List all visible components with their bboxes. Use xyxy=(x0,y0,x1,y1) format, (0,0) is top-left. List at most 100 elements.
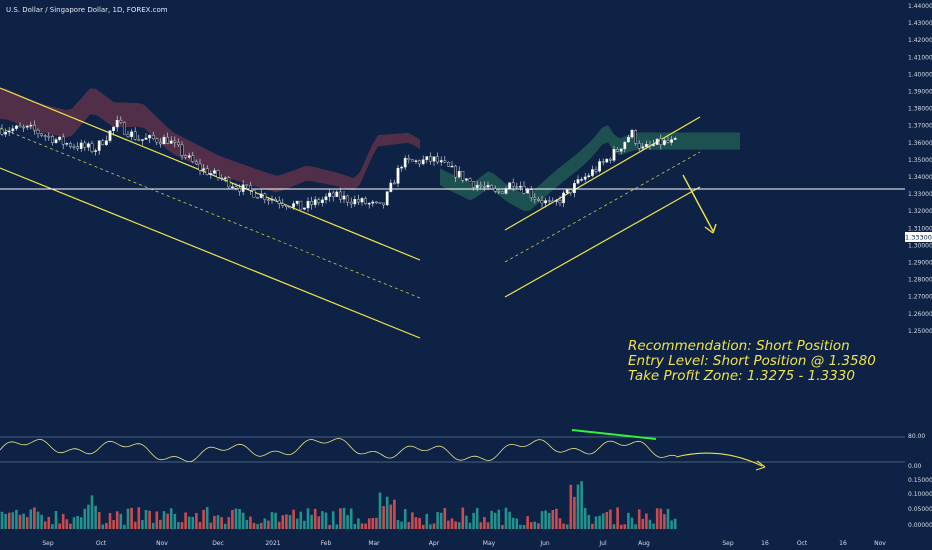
candle xyxy=(508,182,511,189)
candle xyxy=(609,157,612,164)
price-tick-label: 1.41000 xyxy=(908,54,932,61)
candle-body-up xyxy=(605,158,609,163)
candle-body-up xyxy=(306,201,310,209)
candle-body-down xyxy=(537,199,540,201)
candle xyxy=(194,159,198,165)
candle-body-up xyxy=(97,140,101,151)
candle-body-up xyxy=(555,200,558,202)
candle xyxy=(47,132,51,141)
candle xyxy=(295,200,299,206)
candle-body-up xyxy=(591,169,594,176)
candle xyxy=(385,190,389,207)
candle-body-down xyxy=(83,142,87,148)
volume-bar xyxy=(317,516,321,529)
candle xyxy=(544,198,548,208)
volume-bar xyxy=(425,513,429,529)
candle-body-up xyxy=(303,207,306,210)
volume-bar xyxy=(619,524,623,529)
candle xyxy=(519,181,522,191)
x-tick-label: Oct xyxy=(96,540,107,547)
volume-bar xyxy=(450,518,454,529)
candle xyxy=(652,139,656,147)
candle xyxy=(61,133,65,149)
candle-body-up xyxy=(627,136,630,143)
candle xyxy=(328,188,331,202)
volume-bar xyxy=(159,519,162,529)
volume-bar xyxy=(11,512,15,529)
volume-bar xyxy=(486,522,490,529)
candle-body-up xyxy=(573,183,576,194)
candle-body-up xyxy=(7,130,11,133)
volume-bar xyxy=(529,522,533,529)
volume-bar xyxy=(148,510,151,529)
candle xyxy=(432,156,436,166)
x-tick-label: Sep xyxy=(722,540,734,547)
volume-bar xyxy=(591,523,594,529)
candle xyxy=(313,196,317,208)
candle-body-up xyxy=(212,170,216,174)
candle-body-up xyxy=(313,199,317,205)
candle xyxy=(18,122,22,128)
volume-bar xyxy=(587,515,591,529)
candle-body-down xyxy=(72,146,76,148)
candle xyxy=(0,124,4,136)
candle-body-down xyxy=(61,136,65,145)
candle xyxy=(292,200,295,210)
volume-bar xyxy=(547,512,551,529)
price-tick-label: 1.36000 xyxy=(908,140,932,147)
volume-bar xyxy=(537,523,540,529)
candle-body-down xyxy=(601,161,605,163)
x-tick-label: Nov xyxy=(874,540,886,547)
bullish-cloud xyxy=(440,125,740,212)
candle-body-up xyxy=(385,191,389,206)
candle-body-up xyxy=(54,139,58,143)
candle xyxy=(310,196,313,210)
candle xyxy=(522,181,526,195)
candle-body-up xyxy=(565,189,569,194)
candle-body-down xyxy=(493,188,497,192)
volume-tick-label: 0.05000 xyxy=(908,506,932,513)
candle xyxy=(339,187,342,203)
candle-body-down xyxy=(285,205,288,207)
candle xyxy=(288,206,292,209)
candle xyxy=(457,166,461,179)
candle-body-down xyxy=(191,155,195,162)
candle xyxy=(591,165,594,178)
volume-bar xyxy=(25,517,29,529)
candle-body-up xyxy=(544,200,548,204)
volume-bar xyxy=(457,522,461,529)
volume-bar xyxy=(36,511,40,529)
candle-body-down xyxy=(126,133,130,137)
volume-bar xyxy=(198,521,202,529)
candle-body-down xyxy=(339,191,342,200)
x-tick-label: Apr xyxy=(429,540,440,547)
x-tick-label: Mar xyxy=(368,540,380,547)
volume-bar xyxy=(47,516,51,529)
volume-bar xyxy=(475,508,479,529)
candle xyxy=(562,190,566,207)
candle xyxy=(299,200,303,210)
candle xyxy=(209,170,213,179)
candle xyxy=(666,136,670,144)
candle xyxy=(673,136,677,140)
candle xyxy=(511,178,515,192)
volume-bar xyxy=(508,511,511,529)
volume-bar xyxy=(79,517,83,529)
volume-bar xyxy=(331,511,335,529)
candle-body-down xyxy=(151,135,155,139)
volume-bar xyxy=(497,509,501,529)
annotation-take-profit: Take Profit Zone: 1.3275 - 1.3330 xyxy=(628,368,855,384)
candle-body-down xyxy=(248,185,252,191)
candle-body-up xyxy=(162,136,166,145)
volume-bar xyxy=(180,522,184,529)
short-arrow-shaft xyxy=(682,174,714,232)
candle xyxy=(90,140,94,154)
candle xyxy=(126,131,130,138)
candle-body-down xyxy=(288,206,292,208)
oscillator-line xyxy=(0,438,677,463)
volume-bar xyxy=(573,496,576,529)
candle-body-down xyxy=(176,142,180,146)
candle-body-up xyxy=(187,155,191,158)
candle-body-down xyxy=(40,133,44,136)
